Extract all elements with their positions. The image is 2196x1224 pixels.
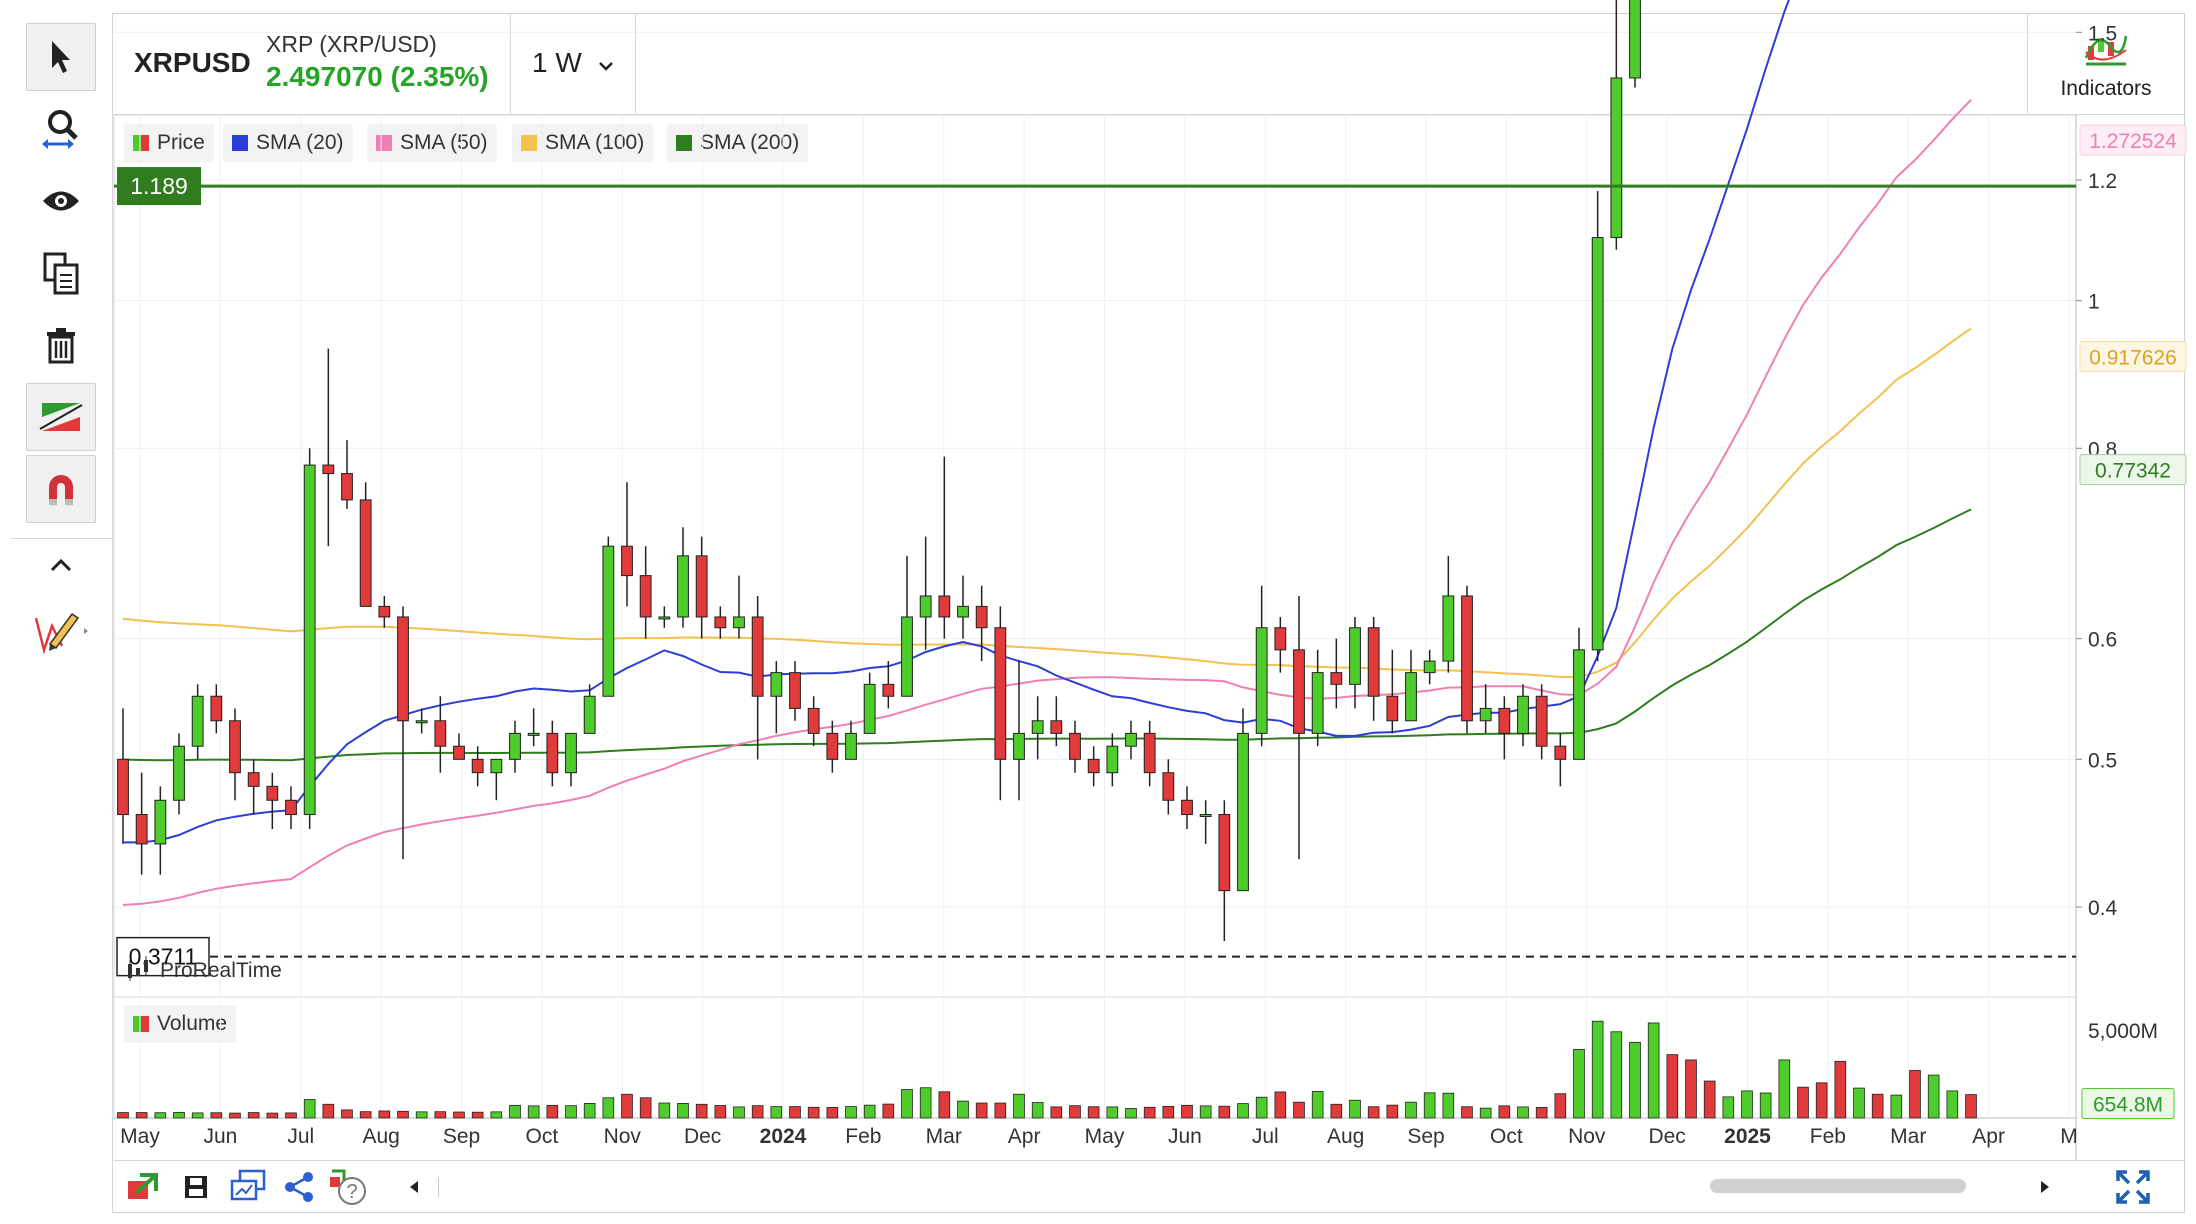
layouts-button[interactable]	[228, 1169, 268, 1209]
volume-swatch	[133, 1016, 149, 1032]
scrollbar-start	[438, 1177, 439, 1197]
delete-tool-button[interactable]	[26, 311, 96, 379]
help-button[interactable]: ?	[328, 1169, 368, 1209]
pencil-drawing-icon	[32, 606, 90, 656]
sma20-swatch	[232, 135, 248, 151]
save-icon	[182, 1173, 210, 1206]
chart-footer: ?	[114, 1160, 2184, 1212]
cursor-icon	[46, 38, 76, 76]
legend-price[interactable]: Price	[124, 124, 214, 162]
zoom-icon	[38, 106, 84, 152]
chart-header: XRPUSD XRP (XRP/USD) 2.497070 (2.35%) 1 …	[114, 13, 2184, 115]
chart-frame	[11, 13, 2185, 1213]
price-change: 2.497070 (2.35%)	[266, 61, 489, 92]
magnet-tool-button[interactable]	[26, 455, 96, 523]
share-icon	[284, 1171, 316, 1208]
scroll-left-button[interactable]	[394, 1169, 434, 1209]
layouts-icon	[228, 1169, 268, 1210]
pair-name: XRP (XRP/USD)	[266, 31, 437, 57]
svg-text:?: ?	[346, 1181, 357, 1203]
sma200-swatch	[676, 135, 692, 151]
fullscreen-icon	[2115, 1169, 2151, 1210]
indicators-label: Indicators	[2060, 76, 2152, 100]
zoom-tool-button[interactable]	[26, 95, 96, 163]
legend-price-label: Price	[157, 131, 205, 154]
legend-sma20-label: SMA (20)	[256, 131, 344, 154]
legend-sma20[interactable]: SMA (20)	[223, 124, 353, 162]
legend-sma200[interactable]: SMA (200)	[667, 124, 809, 162]
share-button[interactable]	[280, 1169, 320, 1209]
export-button[interactable]	[124, 1169, 164, 1209]
legend-sma50[interactable]: SMA (50)	[367, 124, 497, 162]
scroll-right-button[interactable]	[2025, 1169, 2065, 1209]
header-divider	[635, 13, 636, 115]
toolbar-separator	[11, 538, 113, 539]
timeframe-value: 1 W	[532, 47, 582, 78]
export-icon	[126, 1171, 162, 1208]
legend-sma100[interactable]: SMA (100)	[512, 124, 654, 162]
watermark-text: ProRealTime	[160, 959, 282, 982]
magnet-icon	[44, 471, 78, 507]
sma100-swatch	[521, 135, 537, 151]
left-toolbar	[11, 13, 113, 1213]
arrow-left-icon	[407, 1179, 421, 1200]
header-divider	[510, 13, 511, 115]
timeframe-selector[interactable]: 1 W	[532, 47, 614, 79]
horizontal-scrollbar[interactable]	[1710, 1179, 1966, 1193]
trend-line-icon	[38, 399, 84, 435]
collapse-toolbar-button[interactable]	[26, 543, 96, 587]
copy-icon	[41, 251, 81, 295]
help-icon: ?	[328, 1167, 368, 1212]
watermark: ProRealTime	[124, 954, 282, 988]
legend-sma100-label: SMA (100)	[545, 131, 645, 154]
drawing-tool-button[interactable]	[26, 597, 96, 665]
trash-icon	[44, 326, 78, 364]
legend-volume[interactable]: Volume	[124, 1005, 237, 1043]
legend-volume-label: Volume	[157, 1012, 228, 1035]
arrow-right-icon	[2038, 1179, 2052, 1200]
chevron-down-icon	[598, 47, 614, 79]
candlestick-logo-icon	[124, 954, 152, 988]
cursor-tool-button[interactable]	[26, 23, 96, 91]
price-swatch	[133, 135, 149, 151]
chevron-up-icon	[49, 557, 73, 573]
trend-tool-button[interactable]	[26, 383, 96, 451]
sma50-swatch	[376, 135, 392, 151]
indicators-button[interactable]: Indicators	[2028, 13, 2184, 115]
save-button[interactable]	[176, 1169, 216, 1209]
legend-sma200-label: SMA (200)	[700, 131, 800, 154]
symbol-label[interactable]: XRPUSD	[134, 47, 251, 78]
eye-icon	[41, 188, 81, 214]
duplicate-tool-button[interactable]	[26, 239, 96, 307]
indicators-icon	[2084, 28, 2128, 73]
visibility-tool-button[interactable]	[26, 167, 96, 235]
legend-sma50-label: SMA (50)	[400, 131, 488, 154]
fullscreen-button[interactable]	[2113, 1169, 2153, 1209]
header-divider	[2027, 13, 2028, 115]
